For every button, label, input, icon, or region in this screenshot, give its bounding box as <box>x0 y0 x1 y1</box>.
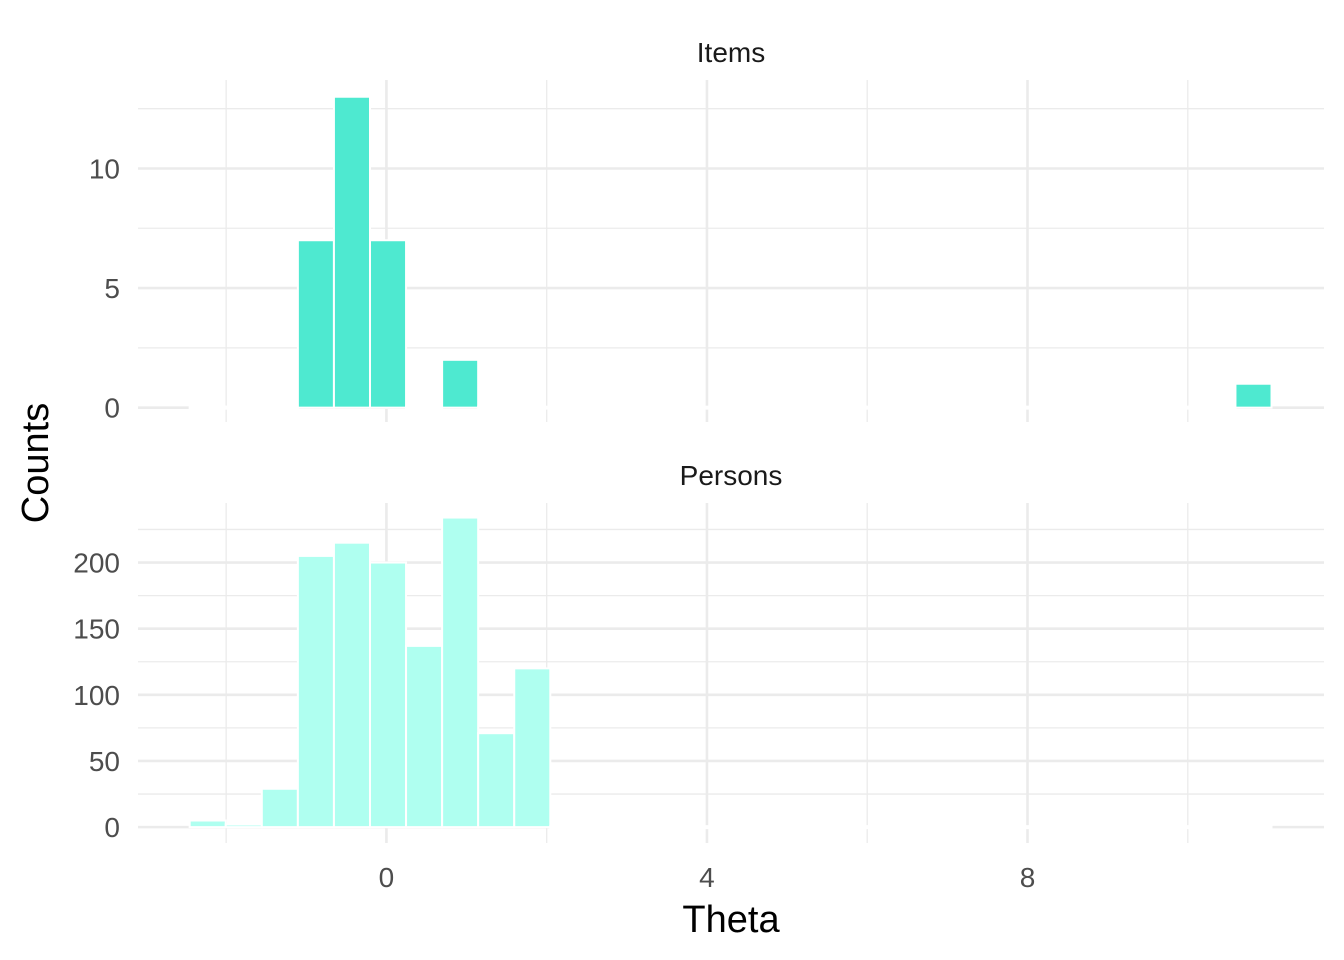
histogram-bar <box>765 825 804 830</box>
histogram-bar <box>1018 825 1057 830</box>
histogram-bar <box>224 405 263 410</box>
histogram-bar <box>188 819 227 829</box>
histogram-bar <box>1162 405 1201 410</box>
histogram-bar <box>982 825 1021 830</box>
histogram-bar <box>1126 405 1165 410</box>
histogram-bar <box>477 732 516 829</box>
histogram-bar <box>729 825 768 830</box>
histogram-bar <box>405 405 444 410</box>
x-tick-label: 4 <box>699 862 715 893</box>
histogram-bar <box>873 825 912 830</box>
histogram-bar <box>1090 405 1129 410</box>
histogram-bar <box>982 405 1021 410</box>
histogram-bar <box>477 405 516 410</box>
y-tick-label: 50 <box>89 746 120 777</box>
histogram-bar <box>441 516 480 829</box>
histogram-bar <box>1090 825 1129 830</box>
histogram-bar <box>693 825 732 830</box>
histogram-bar <box>693 405 732 410</box>
histogram-bar <box>801 825 840 830</box>
panel-items: 0 5 10 Items <box>89 37 1324 424</box>
x-axis-title: Theta <box>682 899 780 941</box>
histogram-bar <box>1198 405 1237 410</box>
histogram-bar <box>837 825 876 830</box>
y-tick-label: 150 <box>73 614 120 645</box>
histogram-bar <box>1054 825 1093 830</box>
histogram-bar <box>332 95 371 409</box>
x-tick-label: 8 <box>1020 862 1036 893</box>
histogram-bar <box>1198 825 1237 830</box>
y-tick-label: 0 <box>104 812 120 843</box>
y-axis-title: Counts <box>15 403 57 523</box>
histogram-bar <box>549 825 588 830</box>
histogram-bar <box>513 405 552 410</box>
y-tick-label: 200 <box>73 548 120 579</box>
histogram-bar <box>332 541 371 829</box>
panel-persons: 0 50 100 150 200 Persons <box>73 460 1324 843</box>
histogram-bar <box>729 405 768 410</box>
histogram-bar <box>909 405 948 410</box>
histogram-bar <box>945 825 985 830</box>
histogram-bar <box>188 405 227 410</box>
histogram-bar <box>441 358 480 409</box>
histogram-bar <box>1234 825 1273 830</box>
histogram-bar <box>837 405 876 410</box>
x-tick-label: 0 <box>379 862 395 893</box>
histogram-bar <box>657 405 696 410</box>
histogram-bar <box>368 561 408 829</box>
histogram-bar <box>801 405 840 410</box>
histogram-bar <box>945 405 985 410</box>
histogram-bar <box>585 405 624 410</box>
histogram-bar <box>621 405 660 410</box>
histogram-bar <box>513 667 552 829</box>
histogram-bar <box>657 825 696 830</box>
histogram-bar <box>909 825 948 830</box>
histogram-bar <box>1126 825 1165 830</box>
y-tick-label: 5 <box>104 273 120 304</box>
histogram-bar <box>765 405 804 410</box>
facet-strip-label: Persons <box>680 460 783 491</box>
histogram-bar <box>405 644 444 829</box>
histogram-bar <box>621 825 660 830</box>
histogram-bar <box>260 405 299 410</box>
histogram-bar <box>224 823 263 829</box>
histogram-bar <box>873 405 912 410</box>
histogram-bar <box>1234 382 1273 409</box>
histogram-bar <box>296 239 335 409</box>
histogram-bar <box>1018 405 1057 410</box>
histogram-bar <box>368 239 408 409</box>
histogram-bar <box>585 825 624 830</box>
facet-strip-label: Items <box>697 37 765 68</box>
histogram-bar <box>260 787 299 829</box>
histogram-bar <box>296 554 335 829</box>
histogram-bar <box>1054 405 1093 410</box>
histogram-bar <box>549 405 588 410</box>
y-tick-label: 100 <box>73 680 120 711</box>
histogram-bar <box>1162 825 1201 830</box>
y-tick-label: 0 <box>104 393 120 424</box>
y-tick-label: 10 <box>89 153 120 184</box>
